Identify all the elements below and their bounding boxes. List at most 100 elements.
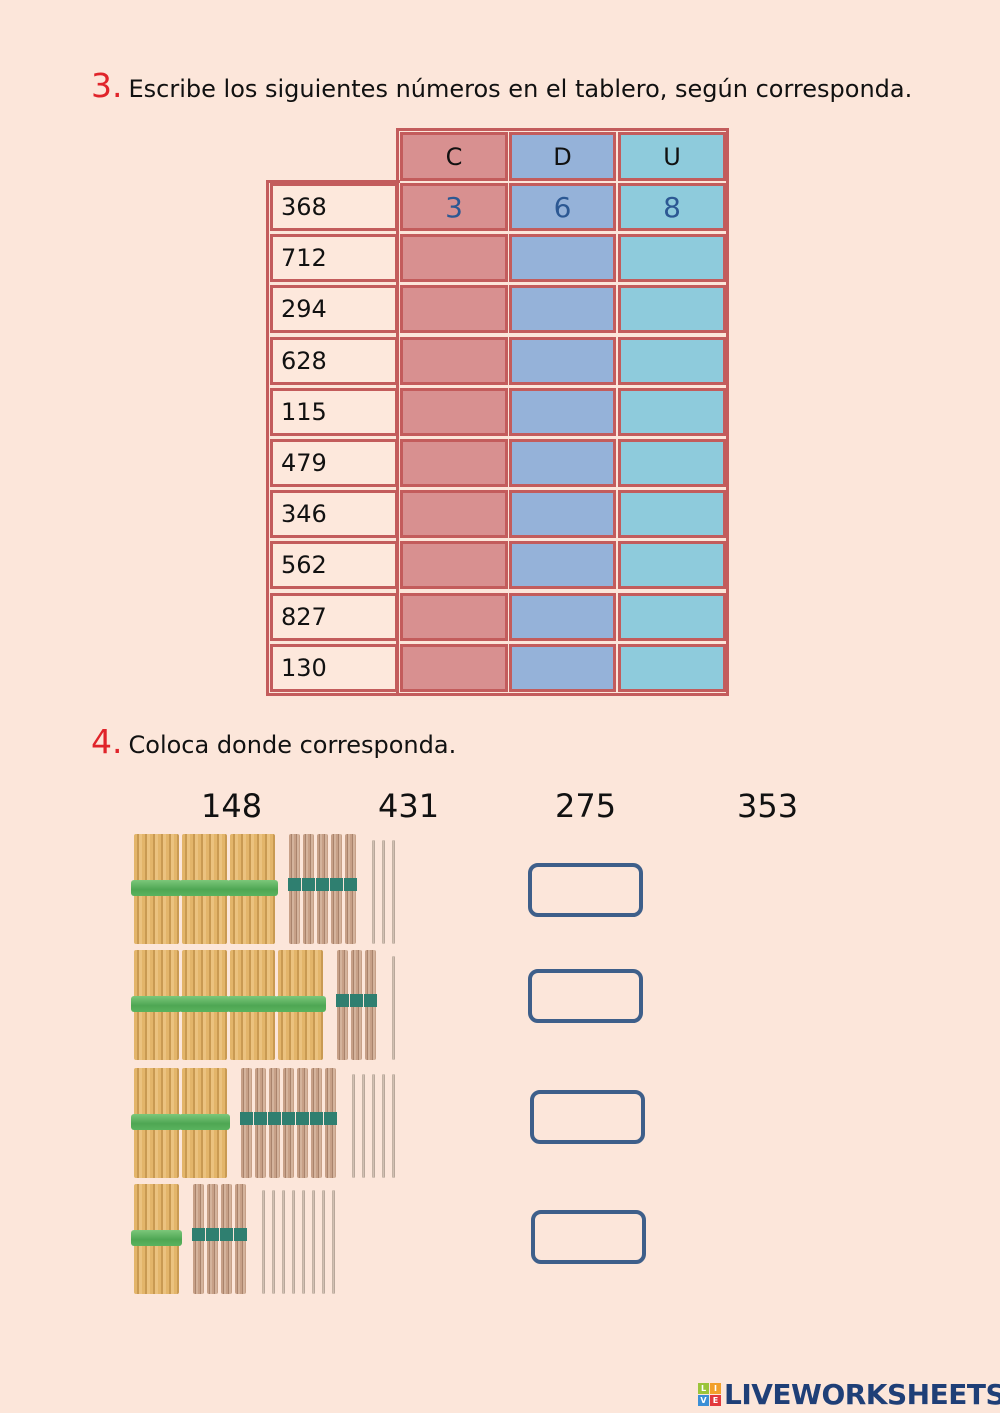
question-4-heading: 4. Coloca donde corresponda. bbox=[91, 722, 456, 761]
answer-cell-d[interactable] bbox=[509, 541, 616, 589]
toothpick-bundle-image bbox=[131, 832, 397, 944]
row-number-label: 130 bbox=[270, 644, 398, 692]
single-toothpick-icon bbox=[392, 1074, 395, 1178]
hundred-bundle-icon bbox=[275, 950, 326, 1060]
toothpick-bundle-image bbox=[131, 1182, 337, 1294]
single-toothpick-icon bbox=[262, 1190, 265, 1294]
answer-cell-d[interactable] bbox=[509, 490, 616, 538]
single-toothpick-icon bbox=[292, 1190, 295, 1294]
answer-cell-d[interactable] bbox=[509, 388, 616, 436]
answer-drop-box[interactable] bbox=[531, 1210, 646, 1264]
question-number: 4. bbox=[91, 722, 123, 761]
single-toothpick-icon bbox=[322, 1190, 325, 1294]
ten-bundle-icon bbox=[296, 1068, 309, 1178]
liveworksheets-logo: L I V E LIVEWORKSHEETS bbox=[698, 1378, 1000, 1411]
ten-bundle-icon bbox=[282, 1068, 295, 1178]
single-toothpick-icon bbox=[392, 956, 395, 1060]
answer-cell-u[interactable]: 8 bbox=[618, 183, 726, 231]
cell-value: 6 bbox=[553, 190, 572, 224]
logo-letter: L bbox=[698, 1383, 709, 1394]
hundred-bundle-icon bbox=[227, 834, 278, 944]
row-number-label: 346 bbox=[270, 490, 398, 538]
ten-bundle-icon bbox=[234, 1184, 247, 1294]
answer-cell-u[interactable] bbox=[618, 234, 726, 282]
answer-cell-d[interactable] bbox=[509, 234, 616, 282]
ten-bundle-icon bbox=[350, 950, 363, 1060]
draggable-number-option[interactable]: 353 bbox=[737, 787, 799, 825]
answer-cell-u[interactable] bbox=[618, 337, 726, 385]
answer-cell-d[interactable]: 6 bbox=[509, 183, 616, 231]
answer-cell-c[interactable] bbox=[400, 285, 508, 333]
single-toothpick-icon bbox=[382, 1074, 385, 1178]
ten-bundle-icon bbox=[364, 950, 377, 1060]
ten-bundle-icon bbox=[288, 834, 301, 944]
answer-cell-c[interactable] bbox=[400, 439, 508, 487]
hundred-bundle-icon bbox=[179, 950, 230, 1060]
logo-letter: I bbox=[710, 1383, 721, 1394]
answer-cell-d[interactable] bbox=[509, 337, 616, 385]
ten-bundle-icon bbox=[220, 1184, 233, 1294]
ten-bundle-icon bbox=[192, 1184, 205, 1294]
question-3-heading: 3. Escribe los siguientes números en el t… bbox=[91, 66, 912, 105]
row-number-label: 479 bbox=[270, 439, 398, 487]
answer-cell-d[interactable] bbox=[509, 285, 616, 333]
logo-icon: L I V E bbox=[698, 1383, 721, 1406]
answer-cell-d[interactable] bbox=[509, 439, 616, 487]
ten-bundle-icon bbox=[330, 834, 343, 944]
single-toothpick-icon bbox=[272, 1190, 275, 1294]
single-toothpick-icon bbox=[372, 840, 375, 944]
answer-cell-c[interactable] bbox=[400, 337, 508, 385]
answer-cell-c[interactable] bbox=[400, 541, 508, 589]
single-toothpick-icon bbox=[312, 1190, 315, 1294]
answer-cell-u[interactable] bbox=[618, 285, 726, 333]
ten-bundle-icon bbox=[240, 1068, 253, 1178]
ten-bundle-icon bbox=[302, 834, 315, 944]
ten-bundle-icon bbox=[268, 1068, 281, 1178]
ten-bundle-icon bbox=[316, 834, 329, 944]
ten-bundle-icon bbox=[344, 834, 357, 944]
answer-drop-box[interactable] bbox=[530, 1090, 645, 1144]
answer-cell-u[interactable] bbox=[618, 644, 726, 692]
row-number-label: 628 bbox=[270, 337, 398, 385]
hundred-bundle-icon bbox=[131, 834, 182, 944]
row-number-label: 712 bbox=[270, 234, 398, 282]
logo-letter: V bbox=[698, 1395, 709, 1406]
answer-cell-d[interactable] bbox=[509, 644, 616, 692]
ten-bundle-icon bbox=[324, 1068, 337, 1178]
toothpick-bundle-image bbox=[131, 1066, 397, 1178]
answer-cell-u[interactable] bbox=[618, 388, 726, 436]
answer-cell-d[interactable] bbox=[509, 593, 616, 641]
single-toothpick-icon bbox=[372, 1074, 375, 1178]
answer-drop-box[interactable] bbox=[528, 969, 643, 1023]
ten-bundle-icon bbox=[336, 950, 349, 1060]
column-header-d: D bbox=[509, 132, 616, 181]
single-toothpick-icon bbox=[382, 840, 385, 944]
answer-cell-c[interactable] bbox=[400, 388, 508, 436]
column-header-c: C bbox=[400, 132, 508, 181]
single-toothpick-icon bbox=[282, 1190, 285, 1294]
hundred-bundle-icon bbox=[227, 950, 278, 1060]
answer-cell-c[interactable] bbox=[400, 490, 508, 538]
answer-cell-u[interactable] bbox=[618, 593, 726, 641]
draggable-number-option[interactable]: 431 bbox=[378, 787, 440, 825]
answer-cell-c[interactable]: 3 bbox=[400, 183, 508, 231]
draggable-number-option[interactable]: 148 bbox=[201, 787, 263, 825]
answer-cell-c[interactable] bbox=[400, 644, 508, 692]
single-toothpick-icon bbox=[352, 1074, 355, 1178]
single-toothpick-icon bbox=[392, 840, 395, 944]
question-instruction: Coloca donde corresponda. bbox=[128, 731, 457, 759]
question-number: 3. bbox=[91, 66, 123, 105]
answer-cell-c[interactable] bbox=[400, 593, 508, 641]
ten-bundle-icon bbox=[254, 1068, 267, 1178]
row-number-label: 562 bbox=[270, 541, 398, 589]
cell-value: 8 bbox=[663, 190, 681, 224]
draggable-number-option[interactable]: 275 bbox=[555, 787, 617, 825]
answer-cell-u[interactable] bbox=[618, 439, 726, 487]
logo-text: LIVEWORKSHEETS bbox=[724, 1378, 1000, 1411]
hundred-bundle-icon bbox=[131, 1184, 182, 1294]
table-label-border bbox=[266, 180, 400, 696]
answer-cell-u[interactable] bbox=[618, 490, 726, 538]
answer-drop-box[interactable] bbox=[528, 863, 643, 917]
answer-cell-c[interactable] bbox=[400, 234, 508, 282]
answer-cell-u[interactable] bbox=[618, 541, 726, 589]
